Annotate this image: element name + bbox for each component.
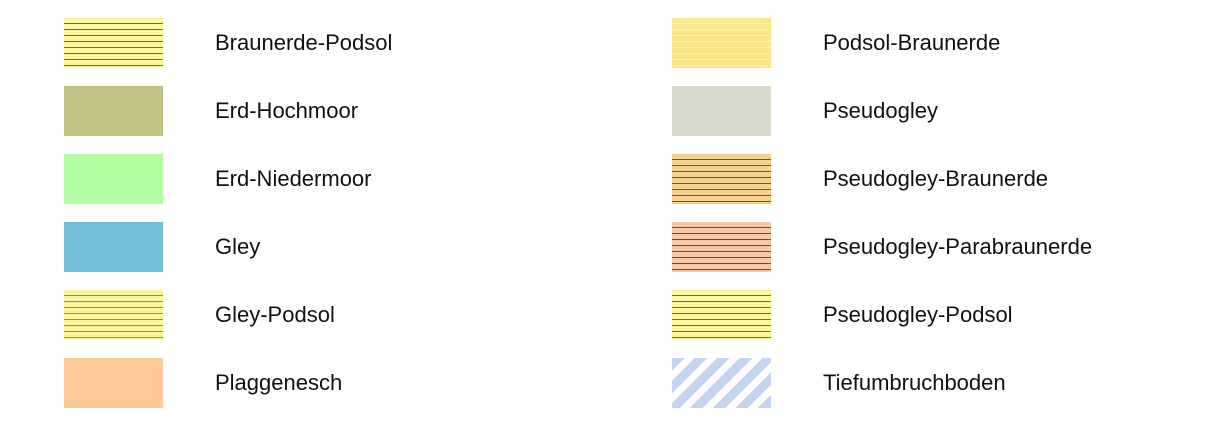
- legend-item: Podsol-Braunerde: [672, 18, 1000, 68]
- legend-item: Pseudogley-Podsol: [672, 290, 1013, 340]
- swatch-pseudogley-braunerde: [672, 154, 771, 204]
- legend-label: Gley-Podsol: [215, 302, 335, 327]
- legend-item: Erd-Hochmoor: [64, 86, 358, 136]
- legend-item: Plaggenesch: [64, 358, 342, 408]
- legend-label: Pseudogley-Braunerde: [823, 166, 1049, 191]
- legend-item: Gley-Podsol: [64, 290, 335, 340]
- swatch-plaggenesch: [64, 358, 163, 408]
- legend-item: Tiefumbruchboden: [672, 358, 1006, 408]
- swatch-erd-hochmoor: [64, 86, 163, 136]
- legend-item: Pseudogley: [672, 86, 938, 136]
- legend-label: Podsol-Braunerde: [823, 30, 1001, 55]
- legend-item: Pseudogley-Braunerde: [672, 154, 1048, 204]
- legend-column-right: Podsol-Braunerde Pseudogley Pseudogley-B…: [672, 18, 1092, 426]
- legend-label: Pseudogley: [823, 98, 938, 123]
- legend-label: Erd-Niedermoor: [215, 166, 372, 191]
- legend-item: Braunerde-Podsol: [64, 18, 392, 68]
- legend-label: Erd-Hochmoor: [215, 98, 359, 123]
- swatch-tiefumbruchboden: [672, 358, 771, 408]
- legend-label: Tiefumbruchboden: [823, 370, 1006, 395]
- swatch-pseudogley-podsol: [672, 290, 771, 340]
- legend-label: Gley: [215, 234, 261, 259]
- swatch-gley: [64, 222, 163, 272]
- legend-label: Pseudogley-Podsol: [823, 302, 1013, 327]
- swatch-erd-niedermoor: [64, 154, 163, 204]
- swatch-pseudogley: [672, 86, 771, 136]
- swatch-podsol-braunerde: [672, 18, 771, 68]
- legend-item: Erd-Niedermoor: [64, 154, 372, 204]
- legend-column-left: Braunerde-Podsol Erd-Hochmoor Erd-Nieder…: [64, 18, 392, 426]
- legend-item: Gley: [64, 222, 260, 272]
- swatch-braunerde-podsol: [64, 18, 163, 68]
- legend-label: Pseudogley-Parabraunerde: [823, 234, 1093, 259]
- swatch-pseudogley-parabraunerde: [672, 222, 771, 272]
- legend-label: Braunerde-Podsol: [215, 30, 393, 55]
- swatch-gley-podsol: [64, 290, 163, 340]
- legend-label: Plaggenesch: [215, 370, 343, 395]
- legend-item: Pseudogley-Parabraunerde: [672, 222, 1092, 272]
